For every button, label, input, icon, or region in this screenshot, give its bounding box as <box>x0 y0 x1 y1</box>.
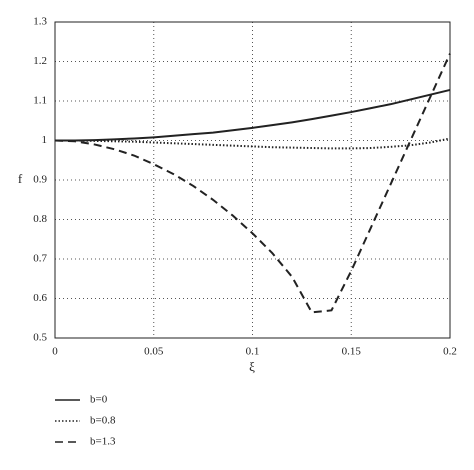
y-tick-label: 1 <box>42 134 48 146</box>
y-tick-label: 0.6 <box>33 292 47 304</box>
x-tick-label: 0 <box>52 346 58 358</box>
y-tick-label: 0.8 <box>33 213 47 225</box>
y-tick-label: 1.1 <box>33 95 47 107</box>
x-axis-label: ξ <box>249 359 255 374</box>
legend-label: b=1.3 <box>90 436 116 448</box>
y-tick-label: 0.5 <box>33 332 47 344</box>
y-axis-label: f <box>18 171 23 186</box>
line-series <box>55 137 451 150</box>
y-tick-label: 0.7 <box>33 253 47 265</box>
legend-label: b=0 <box>90 394 108 406</box>
line-series <box>54 53 451 314</box>
x-tick-label: 0.15 <box>342 346 362 358</box>
x-tick-label: 0.05 <box>144 346 164 358</box>
x-tick-label: 0.1 <box>246 346 260 358</box>
x-tick-label: 0.2 <box>443 346 457 358</box>
legend-label: b=0.8 <box>90 415 116 427</box>
line-series <box>55 88 451 142</box>
y-tick-label: 1.2 <box>33 55 47 67</box>
y-tick-label: 1.3 <box>33 16 47 28</box>
y-tick-label: 0.9 <box>33 174 47 186</box>
plot-frame <box>54 21 451 339</box>
